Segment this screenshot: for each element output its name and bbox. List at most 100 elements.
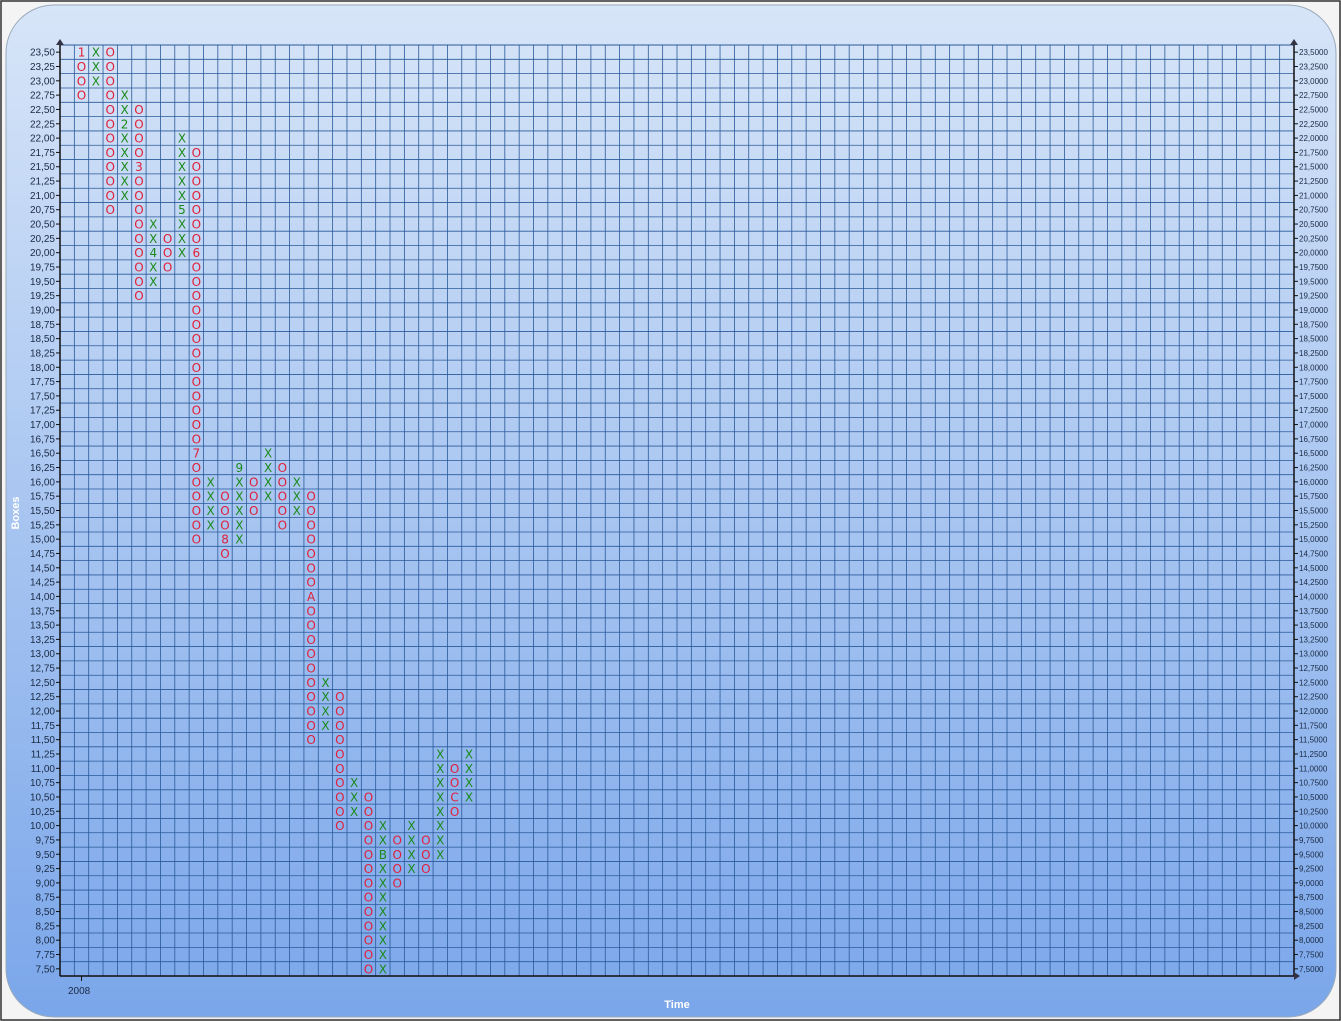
y-tick-label: 14,00 — [30, 592, 55, 603]
x-box: X — [149, 218, 157, 232]
y-tick-label-right: 9,2500 — [1299, 865, 1324, 874]
y-tick-label-right: 14,0000 — [1299, 592, 1328, 601]
o-box: O — [220, 490, 229, 504]
o-box: O — [134, 132, 143, 146]
x-box: X — [379, 833, 387, 847]
x-box: X — [465, 762, 473, 776]
o-box: O — [278, 490, 287, 504]
o-box: O — [134, 232, 143, 246]
month-marker: C — [450, 790, 458, 804]
y-tick-label: 22,75 — [30, 91, 55, 102]
x-box: X — [264, 461, 272, 475]
o-box: O — [192, 475, 201, 489]
o-box: O — [306, 533, 315, 547]
o-box: O — [192, 361, 201, 375]
y-tick-label: 20,75 — [30, 205, 55, 216]
x-box: X — [178, 146, 186, 160]
y-tick-label: 12,75 — [30, 664, 55, 675]
o-box: O — [192, 518, 201, 532]
y-tick-label: 21,50 — [30, 162, 55, 173]
x-box: X — [120, 146, 128, 160]
o-box: O — [105, 74, 114, 88]
o-box: O — [364, 805, 373, 819]
x-box: X — [293, 504, 301, 518]
month-marker: 1 — [78, 46, 86, 60]
pnf-column-x: XXX — [293, 475, 301, 518]
o-box: O — [192, 533, 201, 547]
y-tick-label: 7,50 — [36, 964, 56, 975]
y-tick-label-right: 14,7500 — [1299, 549, 1328, 558]
o-box: O — [306, 690, 315, 704]
month-marker: 4 — [149, 246, 157, 260]
y-tick-label: 16,00 — [30, 477, 55, 488]
y-tick-label-right: 20,7500 — [1299, 206, 1328, 215]
x-box: X — [436, 819, 444, 833]
y-tick-label: 8,25 — [36, 921, 56, 932]
o-box: O — [364, 876, 373, 890]
o-box: O — [77, 89, 86, 103]
x-box: X — [321, 676, 329, 690]
pnf-column-x: XXX — [92, 46, 100, 89]
o-box: O — [421, 848, 430, 862]
month-marker: 2 — [121, 117, 129, 131]
pnf-column-x: XXX — [350, 776, 358, 819]
o-box: O — [192, 432, 201, 446]
month-marker: A — [307, 590, 316, 604]
x-box: X — [436, 848, 444, 862]
y-tick-label-right: 21,5000 — [1299, 163, 1328, 172]
o-box: O — [306, 518, 315, 532]
y-tick-label-right: 15,2500 — [1299, 521, 1328, 530]
y-tick-label: 15,25 — [30, 520, 55, 531]
o-box: O — [134, 246, 143, 260]
y-tick-label-right: 22,5000 — [1299, 105, 1328, 114]
y-tick-label-right: 17,5000 — [1299, 392, 1328, 401]
x-box: X — [235, 518, 243, 532]
o-box: O — [105, 117, 114, 131]
o-box: O — [364, 819, 373, 833]
y-tick-label-right: 18,5000 — [1299, 335, 1328, 344]
o-box: O — [306, 490, 315, 504]
o-box: O — [306, 604, 315, 618]
y-tick-label-right: 12,5000 — [1299, 678, 1328, 687]
x-box: X — [321, 705, 329, 719]
y-tick-label-right: 23,2500 — [1299, 62, 1328, 71]
y-tick-label-right: 11,2500 — [1299, 750, 1328, 759]
o-box: O — [134, 261, 143, 275]
o-box: O — [134, 203, 143, 217]
y-tick-label-right: 7,7500 — [1299, 951, 1324, 960]
o-box: O — [192, 303, 201, 317]
o-box: O — [192, 490, 201, 504]
o-box: O — [192, 504, 201, 518]
o-box: O — [192, 404, 201, 418]
pnf-column-o: OOO — [249, 475, 258, 518]
y-tick-label: 8,50 — [36, 907, 56, 918]
x-box: X — [92, 60, 100, 74]
y-tick-label: 10,75 — [30, 778, 55, 789]
x-box: X — [379, 862, 387, 876]
month-marker: 9 — [236, 461, 244, 475]
pnf-column-o: OOO — [163, 232, 172, 275]
x-box: X — [149, 261, 157, 275]
y-tick-label-right: 9,5000 — [1299, 850, 1324, 859]
y-tick-label: 10,50 — [30, 792, 55, 803]
x-box: X — [178, 246, 186, 260]
o-box: O — [220, 547, 229, 561]
o-box: O — [192, 332, 201, 346]
y-tick-label: 20,25 — [30, 234, 55, 245]
y-tick-label: 9,25 — [36, 864, 56, 875]
grid — [56, 39, 1300, 981]
x-box: X — [379, 891, 387, 905]
x-box: X — [120, 160, 128, 174]
y-tick-label-right: 13,5000 — [1299, 621, 1328, 630]
y-tick-label: 12,50 — [30, 678, 55, 689]
x-box: X — [264, 490, 272, 504]
x-box: X — [149, 275, 157, 289]
o-box: O — [192, 375, 201, 389]
